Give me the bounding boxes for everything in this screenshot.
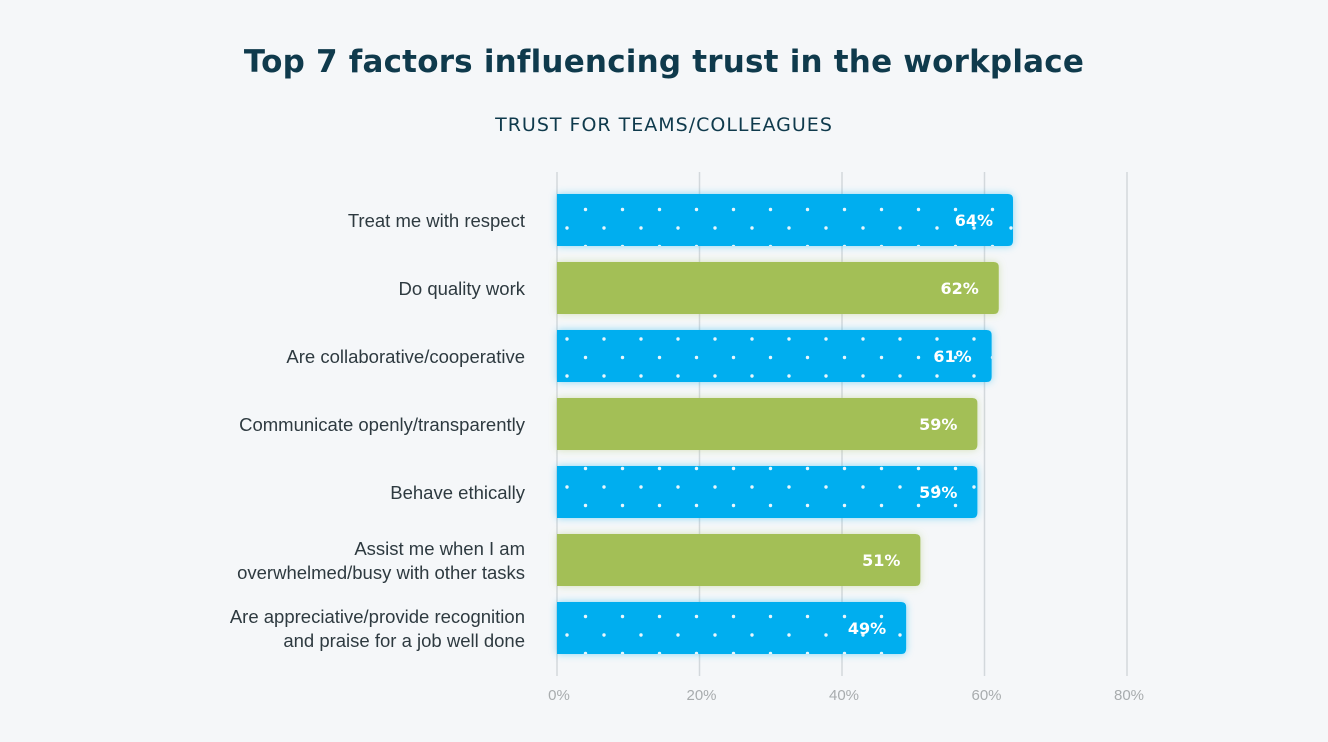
bar-dot-pattern <box>557 330 992 382</box>
bar-dot-pattern <box>557 194 1013 246</box>
data-label: 59% <box>919 483 957 502</box>
data-label: 51% <box>862 551 900 570</box>
category-label: Communicate openly/transparently <box>239 414 526 435</box>
category-label: Assist me when I am <box>354 538 525 559</box>
bar-group <box>557 398 978 450</box>
data-label: 62% <box>940 279 978 298</box>
category-label: and praise for a job well done <box>283 630 525 651</box>
data-label: 64% <box>955 211 993 230</box>
category-label: overwhelmed/busy with other tasks <box>237 562 525 583</box>
bar-group <box>557 534 921 586</box>
data-label: 61% <box>933 347 971 366</box>
x-tick-label: 20% <box>686 687 716 704</box>
bar-group <box>557 330 992 382</box>
bar-group <box>557 194 1013 246</box>
category-label: Are appreciative/provide recognition <box>230 606 525 627</box>
data-label: 49% <box>848 619 886 638</box>
bar <box>557 262 999 314</box>
x-tick-label: 0% <box>548 687 570 704</box>
bar-group <box>557 262 999 314</box>
bar-group <box>557 466 978 518</box>
category-label: Are collaborative/cooperative <box>286 346 525 367</box>
bar <box>557 534 921 586</box>
x-tick-label: 60% <box>971 687 1001 704</box>
data-label: 59% <box>919 415 957 434</box>
x-tick-label: 80% <box>1114 687 1144 704</box>
bar-dot-pattern <box>557 602 907 654</box>
category-label: Treat me with respect <box>348 210 525 231</box>
category-label: Do quality work <box>399 278 526 299</box>
category-label: Behave ethically <box>390 482 525 503</box>
bar-group <box>557 602 907 654</box>
chart-title: Top 7 factors influencing trust in the w… <box>243 44 1085 80</box>
chart-subtitle: TRUST FOR TEAMS/COLLEAGUES <box>495 114 833 136</box>
bar <box>557 398 978 450</box>
bar-dot-pattern <box>557 466 978 518</box>
x-tick-label: 40% <box>829 687 859 704</box>
